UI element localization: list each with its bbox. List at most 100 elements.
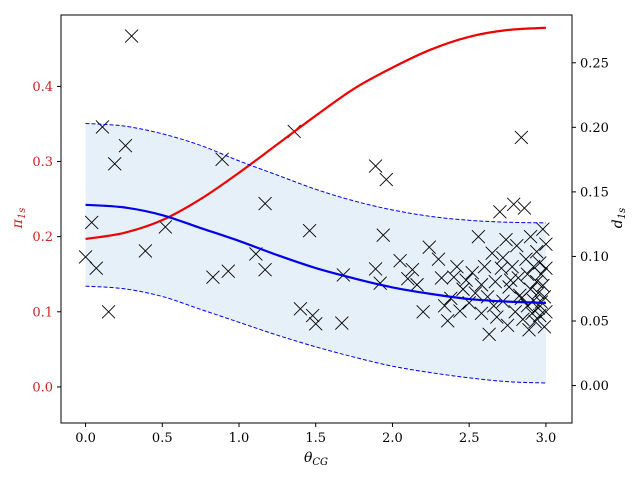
scatter-point — [474, 306, 489, 321]
scatter-point — [477, 259, 492, 274]
scatter-point — [525, 306, 539, 321]
scatter-point — [405, 262, 420, 277]
scatter-point — [206, 270, 220, 285]
d-1s-upper-bound-line — [85, 122, 546, 224]
scatter-point — [537, 320, 552, 334]
scatter-point — [539, 237, 553, 251]
confidence-band-layer — [85, 123, 546, 383]
y-left-tick-label: 0.2 — [32, 230, 53, 245]
x-tick-label: 0.5 — [152, 431, 173, 446]
y-left-tick-label: 0.3 — [32, 155, 53, 170]
scatter-point — [516, 312, 530, 327]
x-tick-label: 3.0 — [536, 431, 557, 446]
scatter-point — [506, 197, 521, 212]
d-1s-mean-line — [85, 203, 546, 305]
scatter-point — [511, 271, 526, 285]
scatter-point — [101, 304, 116, 319]
scatter-point — [531, 286, 546, 300]
y-right-tick-label: 0.25 — [580, 56, 609, 71]
scatter-point — [258, 196, 272, 211]
x-tick-label: 2.5 — [459, 431, 480, 446]
y-right-tick-label: 0.20 — [580, 121, 609, 136]
scatter-point — [422, 240, 437, 254]
scatter-point — [443, 291, 458, 306]
scatter-point — [489, 310, 504, 324]
scatter-point — [379, 172, 394, 187]
scatter-point — [534, 267, 549, 282]
scatter-point — [523, 229, 538, 244]
scatter-point — [536, 278, 550, 293]
scatter-point — [488, 274, 503, 289]
scatter-point — [118, 138, 133, 153]
scatter-point — [447, 270, 461, 285]
confidence-band — [85, 123, 546, 383]
scatter-point — [459, 273, 473, 288]
x-tick-label: 2.0 — [382, 431, 403, 446]
scatter-point — [522, 323, 536, 337]
scatter-point — [482, 327, 496, 342]
scatter-point — [368, 262, 383, 276]
tick-layer: 0.0 0.5 1.0 1.5 2.0 2.5 3.0 0.0 0.1 0.2 0.3 0.4 0.00… — [32, 56, 609, 446]
x-tick-label: 1.0 — [229, 431, 250, 446]
y-left-tick-label: 0.1 — [32, 305, 53, 320]
scatter-point — [493, 205, 507, 219]
scatter-point — [496, 250, 510, 265]
scatter-point — [450, 259, 464, 274]
scatter-point — [416, 304, 430, 319]
scatter-point — [520, 267, 535, 282]
scatter-point — [368, 159, 383, 173]
scatter-point — [536, 222, 550, 236]
scatter-point — [532, 256, 547, 270]
x-tick-label: 1.5 — [305, 431, 326, 446]
scatter-point — [376, 228, 391, 242]
scatter-point — [410, 277, 424, 292]
scatter-point — [485, 246, 500, 261]
scatter-point — [529, 274, 544, 289]
scatter-point — [513, 288, 527, 303]
scatter-point — [434, 271, 449, 285]
scatter-point — [514, 130, 529, 145]
scatter-point — [517, 201, 532, 215]
y-right-tick-label: 0.05 — [580, 315, 609, 330]
scatter-point — [124, 29, 139, 43]
scatter-point — [509, 238, 524, 253]
scatter-point — [471, 229, 486, 244]
scatter-point — [537, 289, 552, 304]
y-left-tick-label: 0.0 — [32, 380, 53, 395]
scatter-point — [107, 156, 122, 171]
scatter-point — [503, 273, 518, 288]
scatter-point — [393, 253, 407, 268]
scatter-point — [215, 152, 229, 167]
x-tick-label: 0.0 — [75, 431, 96, 446]
scatter-point — [258, 262, 272, 277]
frame-layer — [60, 14, 573, 424]
y-axis-right-label: d1s — [610, 208, 628, 228]
scatter-point — [465, 265, 480, 280]
scatter-point — [456, 282, 470, 297]
scatter-point — [539, 261, 553, 276]
scatter-point — [221, 264, 236, 279]
y-right-tick-label: 0.00 — [580, 379, 609, 394]
scatter-point — [293, 301, 308, 316]
scatter-point — [78, 250, 93, 264]
scatter-point — [440, 313, 455, 328]
scatter-point — [437, 298, 452, 313]
plot-frame — [60, 14, 573, 424]
scatter-point — [302, 223, 317, 238]
y-left-tick-label: 0.4 — [32, 80, 53, 95]
scatter-point — [95, 120, 110, 134]
scatter-point — [468, 286, 483, 300]
scatter-point — [308, 316, 323, 331]
scatter-point — [528, 314, 542, 329]
scatter-point — [373, 276, 388, 291]
scatter-point — [453, 304, 467, 318]
x-axis-label: θCG — [304, 450, 328, 468]
y-right-tick-label: 0.15 — [580, 185, 609, 200]
scatter-point — [138, 244, 153, 258]
scatter-point — [335, 316, 349, 330]
y-right-tick-label: 0.10 — [580, 250, 609, 265]
scatter-point — [305, 308, 320, 323]
scatter-point — [89, 261, 104, 276]
